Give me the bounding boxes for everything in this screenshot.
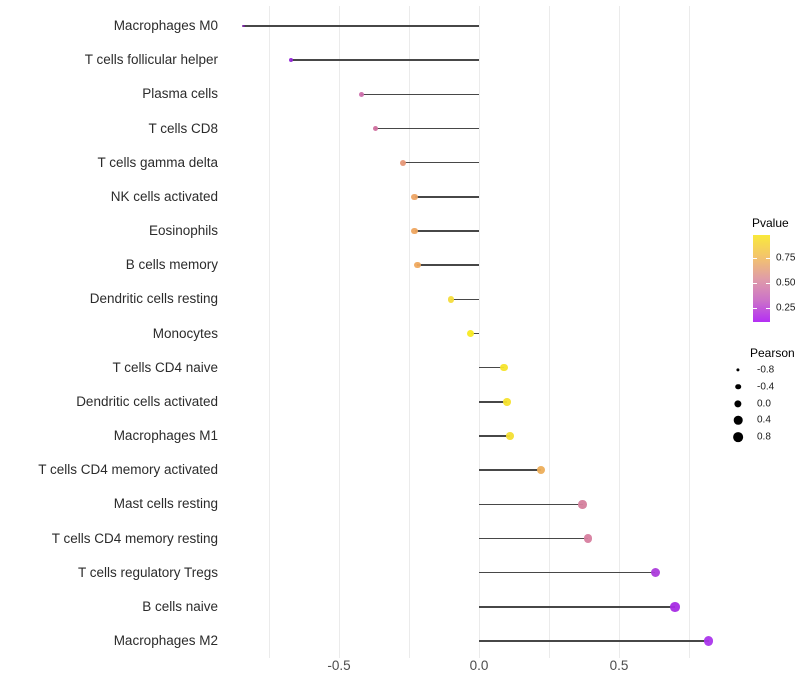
size-legend-dot xyxy=(735,383,741,390)
size-legend-dot xyxy=(736,368,740,372)
gridline-0.75 xyxy=(688,6,690,658)
lollipop-stem xyxy=(417,264,479,266)
lollipop-stem xyxy=(414,196,479,198)
gridline--0.75 xyxy=(268,6,270,658)
size-legend-dot xyxy=(733,415,743,425)
legend-pearson-title: Pearson xyxy=(750,346,795,360)
size-legend-label: 0.0 xyxy=(757,398,771,409)
y-axis-label: B cells naive xyxy=(142,598,218,614)
lollipop-stem xyxy=(414,230,479,232)
y-axis-label: Monocytes xyxy=(152,325,218,341)
data-point xyxy=(289,58,294,63)
y-axis-label: Eosinophils xyxy=(148,223,218,239)
lollipop-stem xyxy=(479,503,583,506)
data-point xyxy=(414,261,421,269)
gradient-tick-mark xyxy=(753,307,757,309)
y-axis-label: B cells memory xyxy=(125,257,218,273)
lollipop-stem xyxy=(479,640,709,642)
data-point xyxy=(536,466,545,475)
x-axis-tick-label: 0.0 xyxy=(469,658,489,673)
data-point xyxy=(703,636,714,646)
y-axis-label: Macrophages M2 xyxy=(113,633,218,649)
data-point xyxy=(505,432,514,440)
gridline-0.25 xyxy=(548,6,550,658)
y-axis-label: Macrophages M0 xyxy=(113,18,218,33)
size-legend-dot xyxy=(733,432,743,442)
data-point xyxy=(447,295,455,303)
y-axis-label: Plasma cells xyxy=(142,86,218,102)
size-legend-label: 0.4 xyxy=(757,414,771,426)
y-axis-label: T cells regulatory Tregs xyxy=(77,564,218,580)
lollipop-stem xyxy=(479,537,589,540)
gridline-0 xyxy=(478,6,480,658)
lollipop-stem xyxy=(375,127,479,130)
gradient-tick-mark xyxy=(766,307,770,309)
x-axis-tick-label: -0.5 xyxy=(327,658,351,673)
data-point xyxy=(242,24,246,28)
gradient-tick-mark xyxy=(766,283,770,285)
y-axis-label: Mast cells resting xyxy=(113,496,218,512)
size-legend-label: -0.4 xyxy=(757,381,775,393)
data-point xyxy=(411,227,418,235)
pvalue-gradient-bar xyxy=(753,235,770,322)
gradient-tick-mark xyxy=(753,283,757,285)
size-legend-label: 0.8 xyxy=(757,431,771,443)
data-point xyxy=(467,329,475,338)
lollipop-stem xyxy=(291,59,479,61)
data-point xyxy=(372,125,379,132)
data-point xyxy=(400,159,407,166)
lollipop-stem xyxy=(361,93,479,96)
y-axis-label: T cells CD4 naive xyxy=(112,359,218,375)
y-axis-label: T cells CD8 xyxy=(148,120,218,136)
data-point xyxy=(358,91,365,98)
lollipop-stem xyxy=(451,298,479,301)
y-axis-label: Dendritic cells resting xyxy=(89,291,218,307)
lollipop-stem xyxy=(479,571,656,574)
gradient-tick-label: 0.50 xyxy=(776,277,796,289)
lollipop-stem xyxy=(243,25,479,27)
y-axis-label: NK cells activated xyxy=(110,188,218,204)
data-point xyxy=(503,398,511,406)
lollipop-stem xyxy=(479,606,675,608)
y-axis-label: T cells follicular helper xyxy=(84,52,218,68)
y-axis-label: T cells CD4 memory resting xyxy=(51,530,218,546)
lollipop-stem xyxy=(479,366,505,369)
gradient-tick-mark xyxy=(753,257,757,259)
data-point xyxy=(578,500,587,509)
gridline--0.25 xyxy=(408,6,410,658)
lollipop-stem xyxy=(479,469,541,471)
gradient-tick-label: 0.25 xyxy=(776,302,796,314)
gridline--0.5 xyxy=(338,6,340,658)
lollipop-stem xyxy=(470,332,479,335)
y-axis-label: Dendritic cells activated xyxy=(76,393,218,409)
lollipop-stem xyxy=(403,161,479,164)
data-point xyxy=(411,193,418,201)
lollipop-stem xyxy=(479,401,507,403)
gradient-tick-mark xyxy=(766,257,770,259)
size-legend-dot xyxy=(734,399,742,408)
data-point xyxy=(670,602,680,612)
size-legend-label: -0.8 xyxy=(757,364,775,376)
y-axis-label: Macrophages M1 xyxy=(113,428,218,444)
y-axis-label: T cells gamma delta xyxy=(97,154,218,170)
legend-pvalue-title: Pvalue xyxy=(752,216,789,230)
data-point xyxy=(583,534,593,543)
x-axis-tick-label: 0.5 xyxy=(609,658,629,673)
data-point xyxy=(500,363,508,372)
gradient-tick-label: 0.75 xyxy=(776,252,796,264)
data-point xyxy=(650,568,661,578)
lollipop-stem xyxy=(479,435,510,437)
y-axis-label: T cells CD4 memory activated xyxy=(38,462,218,478)
gridline-0.5 xyxy=(618,6,620,658)
